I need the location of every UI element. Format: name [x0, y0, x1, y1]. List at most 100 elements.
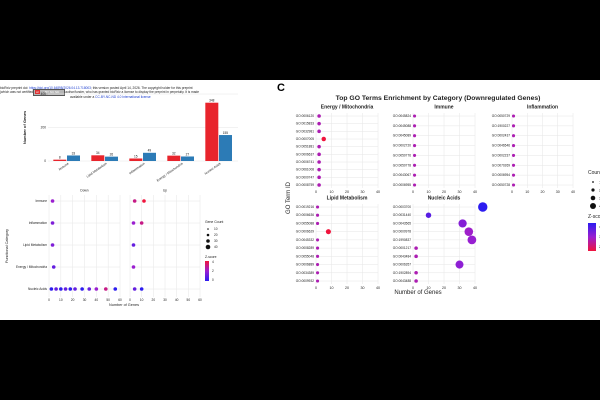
go-point	[511, 153, 516, 157]
go-point	[413, 183, 417, 187]
go-x-tick-label: 40	[571, 190, 575, 194]
dot-legend-size-swatch	[205, 244, 211, 250]
go-term-label: GO:0002237	[492, 153, 510, 157]
go-point	[317, 121, 321, 126]
dot-x-tick-label: 20	[71, 298, 75, 302]
go-legend-size-swatch	[590, 195, 596, 201]
go-point	[414, 254, 418, 259]
go-legend-colorbar	[588, 223, 596, 251]
go-x-tick-label: 40	[376, 190, 380, 194]
go-point	[317, 144, 321, 149]
go-facet-title: Nucleic Acids	[428, 196, 461, 202]
go-legend-color-title: Z-score	[588, 214, 600, 220]
dot-legend-size-swatch	[207, 228, 209, 230]
go-point	[317, 183, 321, 187]
dot-x-tick-label: 50	[106, 298, 110, 302]
bar-up	[67, 155, 80, 161]
go-point	[458, 219, 467, 228]
dot-legend-size-label: 30	[214, 239, 218, 243]
go-term-label: GO:0006954	[492, 173, 510, 177]
go-x-tick-label: 40	[473, 286, 477, 290]
go-x-tick-label: 10	[330, 286, 334, 290]
license-link[interactable]: CC-BY-NC-ND 4.0 International license	[95, 94, 151, 99]
bar-value-label: 15	[134, 154, 138, 158]
notice-line2: (which was not certified by peer review)…	[0, 90, 200, 95]
cc-license-badge: cc BY NC ND	[33, 89, 65, 96]
dot-x-tick-label: 40	[95, 298, 99, 302]
go-x-tick-label: 10	[525, 190, 529, 194]
dot-point	[54, 287, 58, 291]
preprint-notice: bioRxiv preprint doi: https://doi.org/10…	[0, 86, 262, 99]
dot-legend-size-label: 40	[214, 245, 218, 249]
bar-value-label: 348	[209, 99, 215, 103]
dot-legend-size-label: 10	[214, 227, 218, 231]
dot-y-tick-label: Inflammation	[29, 221, 47, 225]
go-x-tick-label: 0	[315, 286, 317, 290]
go-x-axis-title: Number of Genes	[394, 290, 441, 296]
go-point	[316, 213, 320, 217]
doi-link[interactable]: https://doi.org/10.64898/2026.04.13.7180…	[29, 86, 91, 90]
go-term-label: GO:0006636	[296, 213, 314, 217]
go-point	[455, 260, 464, 269]
go-point	[317, 175, 321, 180]
go-term-label: GO:1990837	[393, 238, 411, 242]
dot-x-tick-label: 40	[175, 298, 179, 302]
dot-point	[113, 287, 118, 291]
dot-point	[142, 199, 146, 203]
dot-x-tick-label: 10	[59, 298, 63, 302]
bar-y-axis-title: Number of Genes	[22, 110, 27, 144]
go-point	[414, 279, 418, 283]
go-x-tick-label: 30	[361, 286, 365, 290]
go-point	[316, 263, 320, 267]
go-point	[511, 183, 516, 187]
dot-x-tick-label: 60	[118, 298, 122, 302]
bar-value-label: 33	[72, 151, 76, 155]
go-term-label: GO:0045824	[393, 114, 411, 118]
go-term-label: GO:1900227	[492, 124, 510, 128]
go-point	[414, 246, 418, 250]
go-term-label: GO:0046546	[492, 144, 510, 148]
dot-x-axis-title: Number of Genes	[109, 303, 139, 307]
go-term-label: GO:0015833	[296, 122, 314, 126]
go-term-label: GO:0008289	[296, 246, 314, 250]
dot-y-tick-label: Lipid Metabolism	[23, 243, 47, 247]
notice-line1-post: ; this version posted April 14, 2026. Th…	[90, 86, 193, 90]
dot-x-tick-label: 50	[187, 298, 191, 302]
dot-point	[73, 287, 77, 291]
go-point	[511, 134, 516, 138]
dot-y-axis-title: Functional Category	[5, 229, 9, 263]
go-point	[321, 136, 326, 142]
go-point	[478, 202, 488, 212]
go-term-label: GO:0050729	[492, 114, 510, 118]
dot-x-tick-label: 0	[129, 298, 131, 302]
go-term-label: GO:0006889	[296, 263, 314, 267]
go-x-tick-label: 0	[511, 190, 513, 194]
dot-point	[139, 287, 144, 291]
dot-y-tick-label: Immune	[35, 199, 47, 203]
go-term-label: GO:0050778	[393, 163, 411, 167]
go-point	[511, 173, 516, 177]
dot-legend-size-swatch	[206, 239, 210, 243]
dot-point	[50, 221, 55, 225]
go-x-tick-label: 30	[458, 286, 462, 290]
go-point	[316, 221, 320, 225]
dot-legend-color-label: 2	[212, 269, 214, 273]
go-term-label: GO:0006629	[296, 230, 314, 234]
go-point	[317, 152, 321, 157]
go-point	[316, 254, 320, 258]
bar-y-tick-label: 0	[44, 159, 46, 163]
bar-down	[205, 102, 219, 161]
bar-value-label: 8	[59, 155, 61, 159]
go-x-tick-label: 10	[427, 286, 431, 290]
go-x-tick-label: 30	[556, 190, 560, 194]
bar-down	[129, 158, 143, 161]
go-point	[414, 270, 418, 275]
go-point	[413, 134, 417, 138]
go-point	[464, 227, 474, 236]
dot-point	[68, 287, 73, 291]
cc-badge-text: cc	[35, 89, 40, 94]
go-term-label: GO:0070269	[492, 163, 510, 167]
notice-line1-pre: bioRxiv preprint doi:	[0, 86, 30, 90]
dot-point	[94, 287, 99, 291]
go-point	[316, 279, 320, 283]
